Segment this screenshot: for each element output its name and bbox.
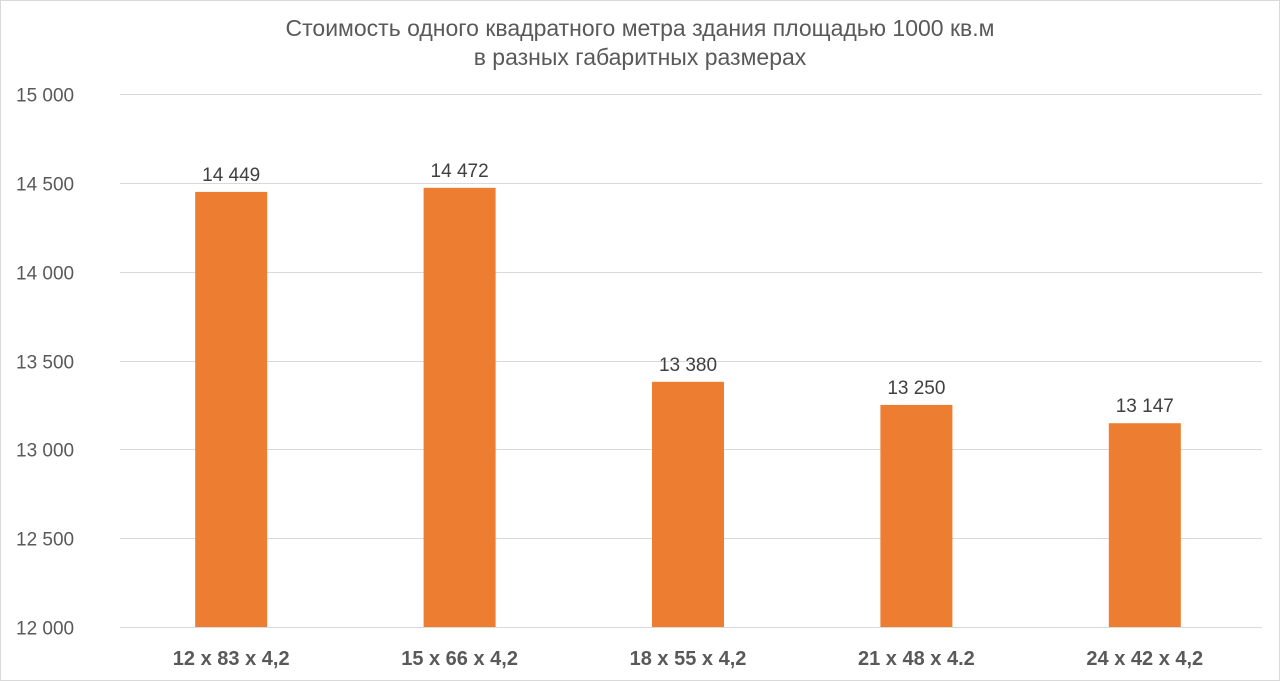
bar xyxy=(423,187,496,628)
y-tick-label: 12 500 xyxy=(16,530,74,551)
bar xyxy=(1108,423,1181,627)
data-label: 13 380 xyxy=(659,355,717,376)
bar xyxy=(195,191,268,627)
x-tick-label: 24 х 42 х 4,2 xyxy=(1086,648,1203,670)
data-label: 14 472 xyxy=(431,161,489,182)
x-axis-tick-labels: 12 х 83 х 4,2 15 х 66 х 4,2 18 х 55 х 4,2 2… xyxy=(173,648,1203,670)
y-tick-label: 14 000 xyxy=(16,264,74,285)
bar xyxy=(880,404,953,627)
x-tick-label: 18 х 55 х 4,2 xyxy=(630,648,747,670)
bar xyxy=(652,381,724,627)
bars xyxy=(195,187,1181,628)
data-label: 13 147 xyxy=(1116,396,1174,417)
x-tick-label: 15 х 66 х 4,2 xyxy=(401,648,518,670)
x-tick-label: 12 х 83 х 4,2 xyxy=(173,648,290,670)
data-label: 13 250 xyxy=(887,378,945,399)
chart-title-line-2: в разных габаритных размерах xyxy=(473,44,807,70)
x-tick-label: 21 х 48 х 4.2 xyxy=(858,648,975,670)
y-tick-label: 14 500 xyxy=(16,175,74,196)
chart-title: Стоимость одного квадратного метра здани… xyxy=(0,14,1280,72)
chart-title-line-1: Стоимость одного квадратного метра здани… xyxy=(285,15,995,41)
y-tick-label: 13 000 xyxy=(16,441,74,462)
data-label: 14 449 xyxy=(202,165,260,186)
y-tick-label: 12 000 xyxy=(16,619,74,640)
data-labels: 14 449 14 472 13 380 13 250 13 147 xyxy=(202,161,1174,417)
y-axis-tick-labels: 12 000 12 500 13 000 13 500 14 000 14 500 15 0… xyxy=(16,86,74,640)
y-tick-label: 13 500 xyxy=(16,353,74,374)
y-tick-label: 15 000 xyxy=(16,86,74,107)
